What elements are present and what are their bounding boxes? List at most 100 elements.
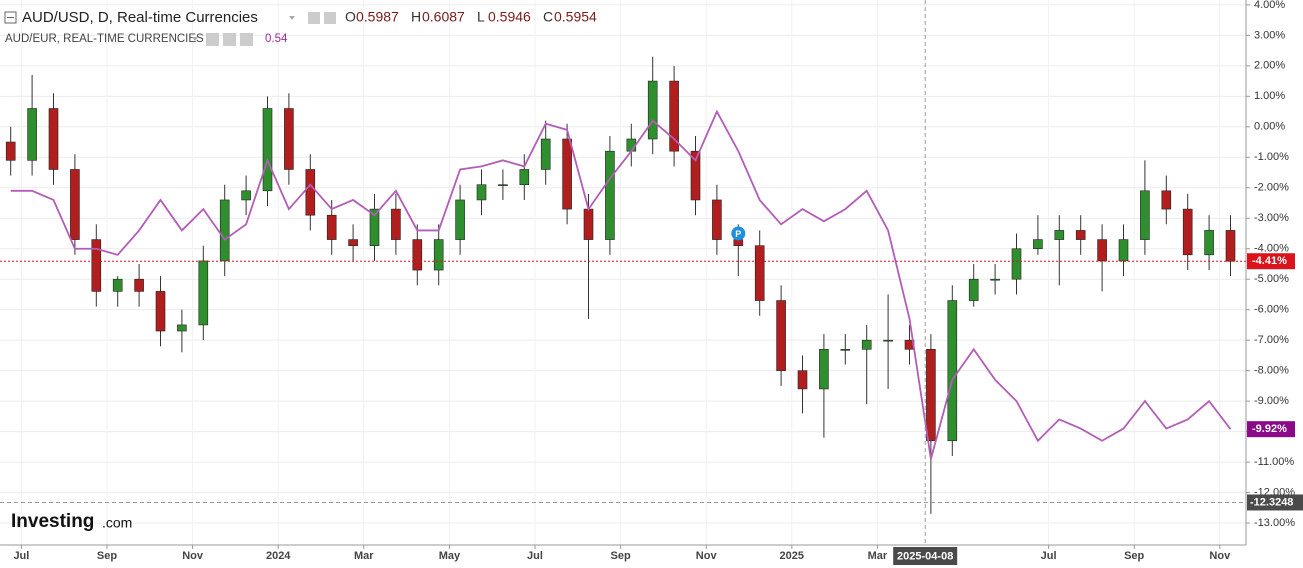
candle-body — [177, 324, 187, 332]
candle-body — [455, 199, 465, 240]
candle-body — [1204, 230, 1214, 256]
x-tick-label: Jul — [527, 550, 543, 562]
legend-icon — [240, 33, 253, 46]
last-price-tag — [1247, 253, 1295, 270]
y-tick-label: -9.00% — [1254, 395, 1289, 407]
candle-body — [883, 339, 893, 342]
candle-body — [1225, 230, 1236, 262]
y-tick-label: -8.00% — [1254, 365, 1289, 377]
candle-body — [305, 169, 316, 216]
ohlc-label: O — [345, 9, 356, 25]
candle-body — [797, 370, 808, 390]
candle-body — [1054, 230, 1065, 240]
x-tick-label: Jul — [1041, 550, 1057, 562]
candle-body — [498, 184, 508, 187]
candle-body — [947, 300, 958, 442]
candle-body — [540, 138, 551, 170]
candle-body — [968, 278, 979, 301]
logo-brand: Investing — [11, 511, 94, 532]
candle-body — [198, 260, 209, 326]
ohlc-value: 0.5946 — [488, 9, 531, 25]
candle-body — [433, 239, 444, 271]
y-tick-label: -1.00% — [1254, 151, 1289, 163]
y-tick-label: -5.00% — [1254, 273, 1289, 285]
candle-body — [1097, 239, 1107, 262]
ohlc-value: 0.5987 — [356, 9, 399, 25]
x-tick-label: Nov — [182, 550, 204, 562]
line-series — [10, 109, 1232, 460]
x-tick-label: Mar — [868, 550, 888, 562]
x-tick-label: Mar — [354, 550, 374, 562]
candle-body — [91, 239, 102, 292]
candle-body — [926, 349, 936, 442]
candle-body — [647, 80, 658, 140]
y-tick-label: -13.00% — [1254, 517, 1295, 529]
y-tick-label: 2.00% — [1254, 60, 1285, 72]
y-tick-label: 4.00% — [1254, 0, 1285, 11]
candle-body — [262, 108, 273, 192]
last-price-label: -9.92% — [1252, 423, 1287, 435]
legend-dropdown — [192, 37, 198, 41]
y-tick-label: 0.00% — [1254, 121, 1285, 133]
candle-body — [112, 278, 123, 292]
candle-body — [1033, 239, 1043, 250]
x-tick-label: Jul — [13, 550, 29, 562]
plot — [5, 56, 1236, 514]
y-tick-label: -4.00% — [1254, 243, 1289, 255]
last-price-tag — [1247, 421, 1295, 438]
crosshair-x-label: 2025-04-08 — [897, 550, 953, 562]
candle-body — [1140, 190, 1150, 240]
candle-body — [519, 169, 530, 186]
candle-body — [605, 150, 615, 240]
crosshair-x-label-box — [893, 547, 958, 565]
candle-body — [219, 199, 230, 262]
y-tick-label: 1.00% — [1254, 90, 1285, 102]
y-tick-label: -11.00% — [1254, 456, 1294, 468]
ohlc-value: 0.5954 — [554, 9, 597, 25]
legend-series: AUD/EUR, REAL-TIME CURRENCIES — [5, 33, 204, 45]
candle-body — [1011, 248, 1022, 280]
logo-suffix: .com — [102, 515, 132, 531]
x-tick-label: May — [439, 550, 461, 562]
candle-body — [476, 184, 487, 201]
candle-body — [348, 239, 358, 246]
ohlc-label: H — [411, 9, 421, 25]
crosshair-y-tag — [1247, 494, 1303, 511]
candle-body — [669, 80, 679, 152]
candle-body — [861, 339, 872, 350]
candle-body — [776, 300, 786, 371]
candle-body — [284, 108, 294, 170]
candle-body — [1182, 208, 1193, 256]
candle-body — [48, 108, 59, 170]
candle-body — [241, 190, 251, 201]
candle-body — [412, 239, 423, 271]
ohlc-value: 0.6087 — [422, 9, 465, 25]
candle-body — [326, 214, 337, 240]
candle-body — [134, 278, 144, 292]
legend-icon — [308, 12, 320, 24]
legend-icon — [223, 33, 236, 46]
crosshair-y-label: -12.3248 — [1250, 496, 1293, 508]
candle-body — [562, 138, 572, 210]
y-tick-label: -6.00% — [1254, 304, 1289, 316]
legend-dropdown — [289, 16, 295, 20]
ohlc-label: L — [477, 9, 485, 25]
candle-body — [1075, 230, 1086, 240]
candle-body — [712, 199, 722, 240]
candle-body — [583, 208, 594, 240]
candle-body — [819, 349, 829, 390]
overlay: P — [0, 0, 1246, 545]
candle-body — [990, 278, 1000, 281]
candle-body — [733, 239, 744, 246]
event-marker — [731, 226, 746, 241]
y-tick-label: -7.00% — [1254, 334, 1289, 346]
candle-body — [754, 245, 765, 301]
x-tick-label: Sep — [611, 550, 631, 562]
x-tick-label: Sep — [1124, 550, 1144, 562]
candle-body — [391, 208, 401, 240]
candle-body — [155, 291, 166, 332]
candle-body — [5, 141, 16, 161]
x-tick-label: Nov — [696, 550, 718, 562]
candle-body — [626, 138, 637, 152]
x-tick-label: Sep — [97, 550, 117, 562]
